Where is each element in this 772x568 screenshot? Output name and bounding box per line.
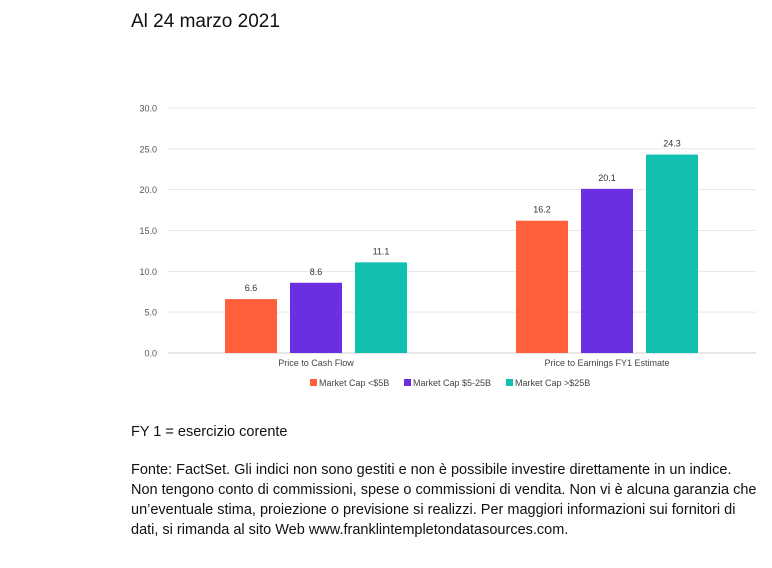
y-axis: 0.0 5.0 10.0 15.0 20.0 25.0 30.0: [139, 104, 157, 359]
y-tick-label: 10.0: [139, 267, 157, 277]
bar: [225, 299, 277, 353]
y-tick-label: 15.0: [139, 226, 157, 236]
legend-swatch: [310, 379, 317, 386]
bar: [290, 282, 342, 353]
legend-label: Market Cap >$25B: [515, 378, 590, 388]
footnote: FY 1 = esercizio corente: [131, 424, 288, 440]
source-line: Non tengono conto di commissioni, spese …: [131, 482, 757, 498]
data-label: 11.1: [373, 246, 390, 256]
source-line: dati, si rimanda al sito Web www.frankli…: [131, 522, 569, 538]
y-tick-label: 5.0: [144, 308, 157, 318]
x-tick-label: Price to Earnings FY1 Estimate: [544, 358, 669, 368]
data-label: 8.6: [310, 267, 323, 277]
chart-legend: Market Cap <$5B Market Cap $5-25B Market C…: [310, 378, 590, 388]
chart-bars: 6.6 8.6 11.1 16.2 20.1 24.3: [225, 139, 698, 353]
legend-swatch: [404, 379, 411, 386]
data-label: 24.3: [663, 139, 681, 149]
page-title: Al 24 marzo 2021: [131, 11, 280, 32]
source-line: un’eventuale stima, proiezione o previsi…: [131, 502, 736, 518]
legend-label: Market Cap <$5B: [319, 378, 389, 388]
y-tick-label: 20.0: [139, 185, 157, 195]
bar-chart: 0.0 5.0 10.0 15.0 20.0 25.0 30.0 6.6 8.6 11.1 16.…: [139, 104, 756, 388]
y-tick-label: 0.0: [144, 349, 157, 359]
x-axis: Price to Cash Flow Price to Earnings FY1 …: [278, 358, 669, 368]
source-line: Fonte: FactSet. Gli indici non sono gest…: [131, 462, 732, 478]
legend-label: Market Cap $5-25B: [413, 378, 491, 388]
y-tick-label: 25.0: [139, 144, 157, 154]
data-label: 6.6: [245, 283, 258, 293]
bar: [355, 262, 407, 353]
bar: [516, 220, 568, 353]
data-label: 16.2: [533, 205, 551, 215]
legend-swatch: [506, 379, 513, 386]
data-label: 20.1: [598, 173, 616, 183]
source-note: Fonte: FactSet. Gli indici non sono gest…: [131, 460, 761, 540]
bar: [581, 188, 633, 353]
bar: [646, 154, 698, 353]
x-tick-label: Price to Cash Flow: [278, 358, 354, 368]
y-tick-label: 30.0: [139, 104, 157, 114]
